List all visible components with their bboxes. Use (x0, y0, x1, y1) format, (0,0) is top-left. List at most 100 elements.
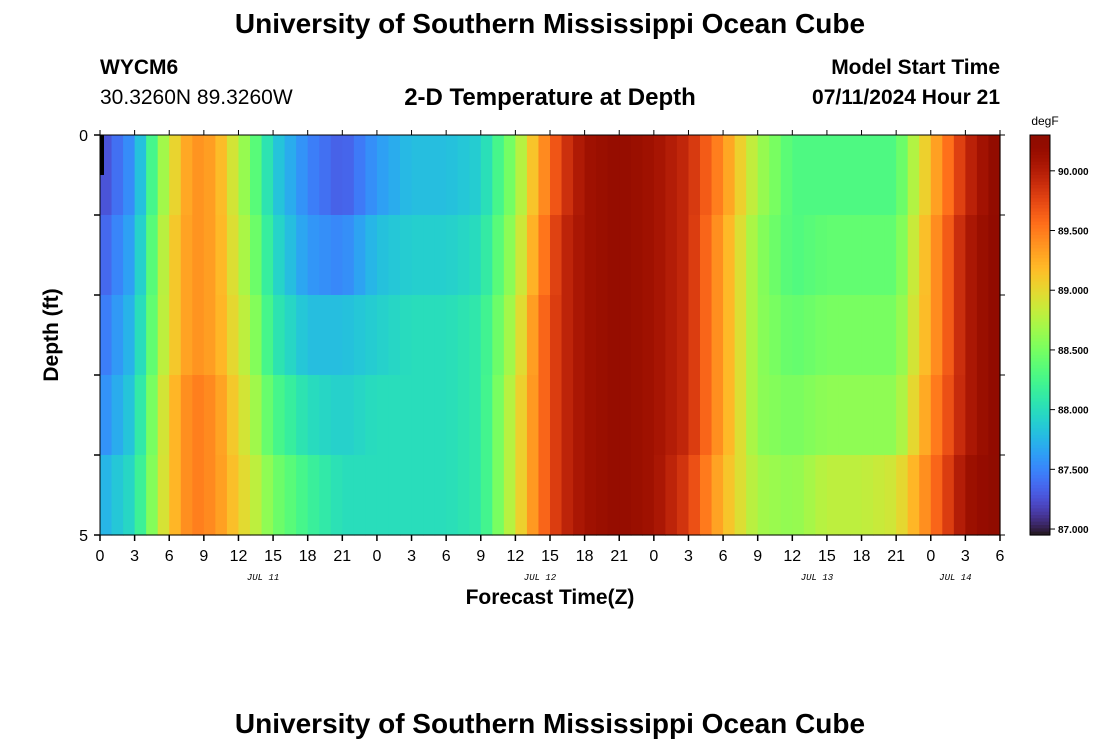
heatmap-cell (676, 135, 690, 216)
heatmap-cell (134, 455, 147, 536)
heatmap-cell (146, 455, 159, 536)
heatmap-cell (261, 135, 274, 216)
heatmap-cell (376, 455, 390, 536)
heatmap-cell (353, 455, 366, 536)
x-tick-label: 18 (576, 548, 594, 565)
colorbar-segment (1030, 258, 1050, 263)
heatmap-cell (607, 215, 620, 296)
heatmap-cell (942, 455, 955, 536)
heatmap-cell (642, 375, 655, 456)
colorbar-tick-label: 87.000 (1058, 525, 1089, 536)
colorbar-segment (1030, 138, 1050, 143)
colorbar-segment (1030, 321, 1050, 326)
footer-title: University of Southern Mississippi Ocean… (234, 708, 866, 739)
heatmap-cell (203, 455, 216, 536)
colorbar-segment (1030, 448, 1050, 453)
heatmap-cell (180, 455, 193, 536)
heatmap-cell (930, 295, 943, 376)
heatmap-cell (884, 135, 897, 216)
heatmap-cell (757, 455, 770, 536)
heatmap-cell (896, 375, 909, 456)
heatmap-cell (688, 135, 701, 216)
heatmap-cell (261, 215, 274, 296)
x-tick-label: 0 (926, 548, 935, 565)
colorbar-segment (1030, 501, 1050, 506)
heatmap-cell (469, 375, 482, 456)
heatmap-cell (596, 215, 609, 296)
colorbar-segment (1030, 235, 1050, 239)
heatmap-cell (838, 375, 851, 456)
heatmap-cell (515, 135, 528, 216)
heatmap-cell (561, 295, 574, 376)
heatmap-cell (284, 375, 297, 456)
heatmap-cell (273, 375, 286, 456)
colorbar-segment (1030, 415, 1050, 419)
heatmap-cell (630, 135, 643, 216)
heatmap-cell (434, 455, 447, 536)
heatmap-cell (273, 215, 286, 296)
heatmap-cell (653, 135, 666, 216)
heatmap-cell (780, 135, 793, 216)
heatmap-cell (342, 215, 355, 296)
heatmap-cell (457, 295, 470, 376)
heatmap-cell (676, 215, 690, 296)
heatmap-cell (619, 295, 632, 376)
heatmap-cell (134, 375, 147, 456)
heatmap-cell (134, 135, 147, 216)
heatmap-cell (342, 375, 355, 456)
heatmap-cell (665, 215, 678, 296)
colorbar-segment (1030, 135, 1050, 139)
heatmap-cell (400, 375, 413, 456)
heatmap-cell (976, 375, 990, 456)
x-tick-label: 21 (610, 548, 628, 565)
heatmap-cell (296, 135, 309, 216)
heatmap-cell (446, 455, 459, 536)
temperature-depth-chart: 0 3 6 9 12 15 18 21 0 3 6 9 12 15 18 21 0 3 6 9 12 15 18 21 0 3 6 J… (40, 114, 1089, 609)
x-tick-label: 0 (96, 548, 105, 565)
heatmap-cell (515, 295, 528, 376)
colorbar-segment (1030, 471, 1050, 476)
heatmap-cell (123, 375, 136, 456)
heatmap-cell (469, 135, 482, 216)
heatmap-cell (826, 215, 840, 296)
heatmap-cell (365, 215, 378, 296)
heatmap-cell (769, 135, 782, 216)
heatmap-cell (792, 455, 805, 536)
x-tick-label: 12 (230, 548, 248, 565)
heatmap-cell (953, 295, 966, 376)
heatmap-cell (584, 455, 597, 536)
heatmap-cell (561, 215, 574, 296)
heatmap-cell (711, 455, 724, 536)
heatmap-cell (711, 295, 724, 376)
colorbar-segment (1030, 161, 1050, 166)
colorbar: 87.000 87.500 88.000 88.500 89.000 89.500 90.0… (1029, 134, 1089, 536)
heatmap-cell (192, 135, 205, 216)
heatmap-cell (896, 215, 909, 296)
colorbar-segment (1030, 225, 1050, 229)
chart-subtitle: 2-D Temperature at Depth (404, 84, 696, 111)
heatmap-cell (319, 295, 332, 376)
heatmap-cell (192, 455, 205, 536)
heatmap-cell (353, 295, 366, 376)
heatmap-cell (100, 375, 113, 456)
colorbar-segment (1030, 335, 1050, 339)
model-start-label: Model Start Time (831, 56, 1000, 79)
heatmap-cell (826, 135, 840, 216)
heatmap-cell (723, 135, 736, 216)
date-label: JUL 13 (801, 573, 834, 583)
x-tick-label: 15 (818, 548, 836, 565)
heatmap-cell (515, 215, 528, 296)
colorbar-segment (1030, 521, 1050, 526)
heatmap-cell (965, 295, 978, 376)
colorbar-segment (1030, 388, 1050, 393)
heatmap-cell (492, 295, 505, 376)
colorbar-segment (1030, 508, 1050, 513)
heatmap-cell (561, 375, 574, 456)
heatmap-cell (226, 215, 240, 296)
heatmap-cell (526, 215, 540, 296)
colorbar-segment (1030, 221, 1050, 226)
heatmap-cell (642, 455, 655, 536)
heatmap-cell (711, 135, 724, 216)
heatmap-cell (573, 135, 586, 216)
heatmap-cell (896, 135, 909, 216)
